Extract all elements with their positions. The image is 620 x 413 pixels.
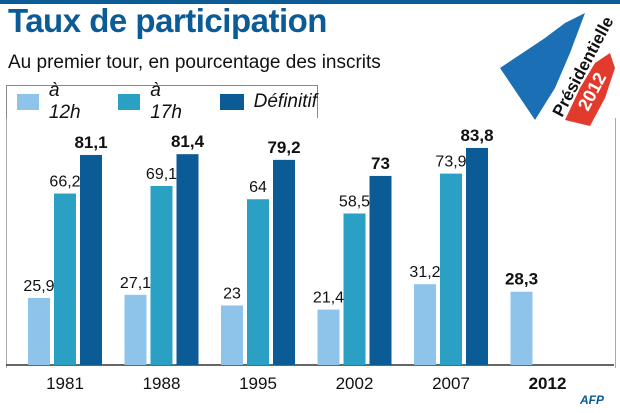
bar: [369, 175, 392, 365]
data-label: 27,1: [120, 275, 151, 292]
x-tick-label: 1981: [46, 374, 84, 393]
x-tick-label: 2007: [432, 374, 470, 393]
legend: à 12h à 17h Définitif: [6, 80, 318, 123]
data-label: 69,1: [146, 166, 177, 183]
data-label: 28,3: [505, 270, 538, 289]
legend-item-17h: à 17h: [118, 80, 193, 124]
legend-item-12h: à 12h: [17, 80, 92, 124]
legend-label: à 17h: [150, 80, 182, 123]
chart-subtitle: Au premier tour, en pourcentage des insc…: [8, 52, 381, 73]
data-label: 81,4: [171, 132, 205, 151]
bar: [221, 305, 243, 365]
x-tick-label: 1988: [143, 374, 181, 393]
top-bar: [0, 0, 620, 4]
legend-swatch: [118, 94, 141, 110]
bar: [28, 297, 50, 365]
x-tick-label: 2002: [336, 374, 374, 393]
bar: [343, 213, 366, 365]
data-label: 79,2: [267, 138, 300, 157]
legend-label: à 12h: [48, 80, 81, 123]
legend-item-definitif: Définitif: [219, 91, 317, 113]
legend-label: Définitif: [253, 91, 317, 112]
bar: [466, 147, 488, 365]
data-label: 58,5: [339, 193, 370, 210]
x-tick-label: 2012: [529, 374, 567, 393]
legend-swatch: [219, 94, 244, 110]
data-label: 25,9: [23, 278, 54, 295]
data-label: 23: [223, 285, 241, 302]
data-label: 73: [371, 154, 390, 173]
bar: [317, 309, 340, 365]
bar: [440, 173, 462, 365]
x-tick-label: 1995: [239, 374, 277, 393]
bar: [54, 193, 76, 365]
bar: [80, 154, 102, 365]
data-label: 81,1: [74, 133, 107, 152]
data-label: 31,2: [409, 264, 440, 281]
presidentielle-2012-logo: Présidentielle 2012: [500, 13, 615, 126]
data-label: 83,8: [460, 126, 493, 145]
bar: [273, 159, 295, 365]
bar: [150, 186, 173, 365]
bar: [124, 294, 147, 365]
bar: [414, 284, 436, 365]
data-label: 64: [249, 179, 267, 196]
bar: [176, 154, 199, 365]
legend-swatch: [17, 94, 39, 110]
data-label: 73,9: [435, 154, 466, 171]
bar: [510, 291, 533, 365]
data-label: 21,4: [313, 290, 344, 307]
data-label: 66,2: [49, 174, 80, 191]
chart-title: Taux de participation: [8, 2, 327, 39]
afp-logo: AFP: [580, 393, 604, 407]
bar: [247, 199, 269, 365]
